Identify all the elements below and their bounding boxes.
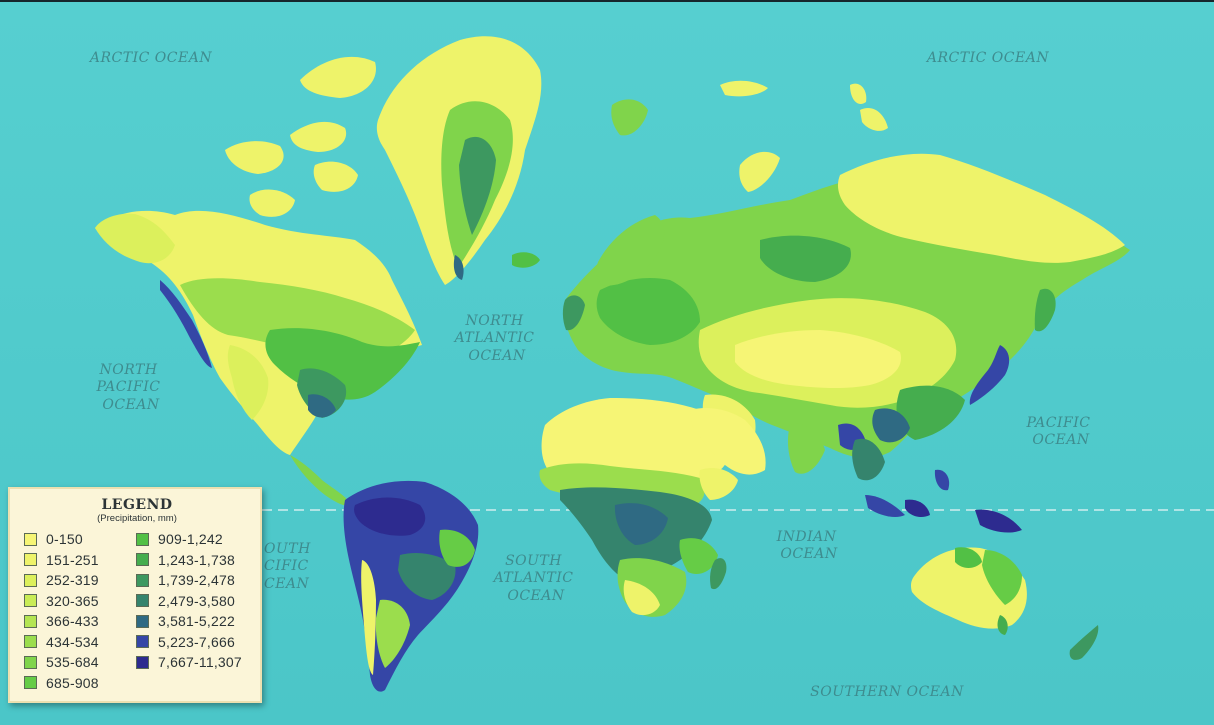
- legend-swatch: [24, 594, 37, 608]
- legend-item: 366-433: [24, 611, 136, 632]
- landmass-south-america: [343, 480, 479, 692]
- legend-label: 685-908: [46, 674, 99, 691]
- legend-item: 5,223-7,666: [136, 632, 248, 653]
- legend-swatch: [136, 573, 149, 587]
- ocean-label-southern: SOUTHERN OCEAN: [810, 684, 964, 700]
- legend-subtitle: (Precipitation, mm): [97, 513, 177, 524]
- legend-label: 7,667-11,307: [158, 654, 242, 671]
- legend-item: 685-908: [24, 673, 136, 694]
- ocean-label-north-atlantic: NORTH ATLANTIC OCEAN: [453, 313, 540, 364]
- legend-item: 909-1,242: [136, 529, 248, 550]
- legend-swatch: [136, 655, 149, 669]
- legend-column-right: 909-1,242 1,243-1,738 1,739-2,478 2,479-…: [136, 529, 248, 693]
- legend-label: 2,479-3,580: [158, 592, 235, 609]
- legend-item: 1,243-1,738: [136, 550, 248, 571]
- ocean-label-south-atlantic: SOUTH ATLANTIC OCEAN: [492, 553, 579, 604]
- ocean-label-indian: INDIAN OCEAN: [776, 529, 842, 562]
- legend-label: 252-319: [46, 572, 99, 589]
- legend-swatch: [136, 614, 149, 628]
- legend-swatch: [136, 553, 149, 567]
- legend-item: 1,739-2,478: [136, 570, 248, 591]
- legend-item: 2,479-3,580: [136, 591, 248, 612]
- landmass-arabia: [690, 408, 766, 475]
- landmass-greenland: [376, 36, 542, 285]
- landmass-iceland: [512, 252, 540, 268]
- legend-title: LEGEND: [101, 497, 173, 513]
- legend-swatch: [24, 553, 37, 567]
- landmass-svalbard: [611, 99, 648, 136]
- legend-item: 3,581-5,222: [136, 611, 248, 632]
- landmass-australia: [865, 469, 1099, 660]
- legend-swatch: [24, 573, 37, 587]
- legend-swatch: [24, 614, 37, 628]
- legend-item: 0-150: [24, 529, 136, 550]
- legend-column-left: 0-150 151-251 252-319 320-365 366-433 43…: [24, 529, 136, 693]
- legend-swatch: [24, 655, 37, 669]
- legend-item: 252-319: [24, 570, 136, 591]
- landmass-africa: [539, 398, 738, 617]
- legend-label: 909-1,242: [158, 531, 223, 548]
- legend-label: 535-684: [46, 654, 99, 671]
- legend-label: 5,223-7,666: [158, 633, 235, 650]
- legend-label: 320-365: [46, 592, 99, 609]
- map-legend: LEGEND (Precipitation, mm) 0-150 151-251…: [8, 487, 262, 703]
- legend-swatch: [24, 635, 37, 649]
- legend-label: 434-534: [46, 633, 99, 650]
- legend-label: 0-150: [46, 531, 83, 548]
- legend-label: 1,243-1,738: [158, 551, 235, 568]
- legend-swatch: [136, 532, 149, 546]
- ocean-label-south-pacific: OUTH CIFIC CEAN: [264, 541, 316, 592]
- legend-item: 151-251: [24, 550, 136, 571]
- legend-swatch: [136, 635, 149, 649]
- legend-item: 434-534: [24, 632, 136, 653]
- ocean-label-pacific: PACIFIC OCEAN: [1026, 415, 1096, 448]
- legend-swatch: [136, 594, 149, 608]
- legend-label: 151-251: [46, 551, 99, 568]
- legend-swatch: [24, 676, 37, 690]
- legend-swatch: [24, 532, 37, 546]
- legend-label: 3,581-5,222: [158, 613, 235, 630]
- landmass-north-america: [95, 56, 422, 506]
- ocean-label-arctic-right: ARCTIC OCEAN: [925, 50, 1049, 66]
- ocean-label-north-pacific: NORTH PACIFIC OCEAN: [96, 362, 166, 413]
- legend-item: 535-684: [24, 652, 136, 673]
- legend-item: 7,667-11,307: [136, 652, 248, 673]
- legend-label: 1,739-2,478: [158, 572, 235, 589]
- legend-label: 366-433: [46, 613, 99, 630]
- legend-columns: 0-150 151-251 252-319 320-365 366-433 43…: [24, 529, 250, 693]
- ocean-label-arctic-left: ARCTIC OCEAN: [88, 50, 212, 66]
- legend-item: 320-365: [24, 591, 136, 612]
